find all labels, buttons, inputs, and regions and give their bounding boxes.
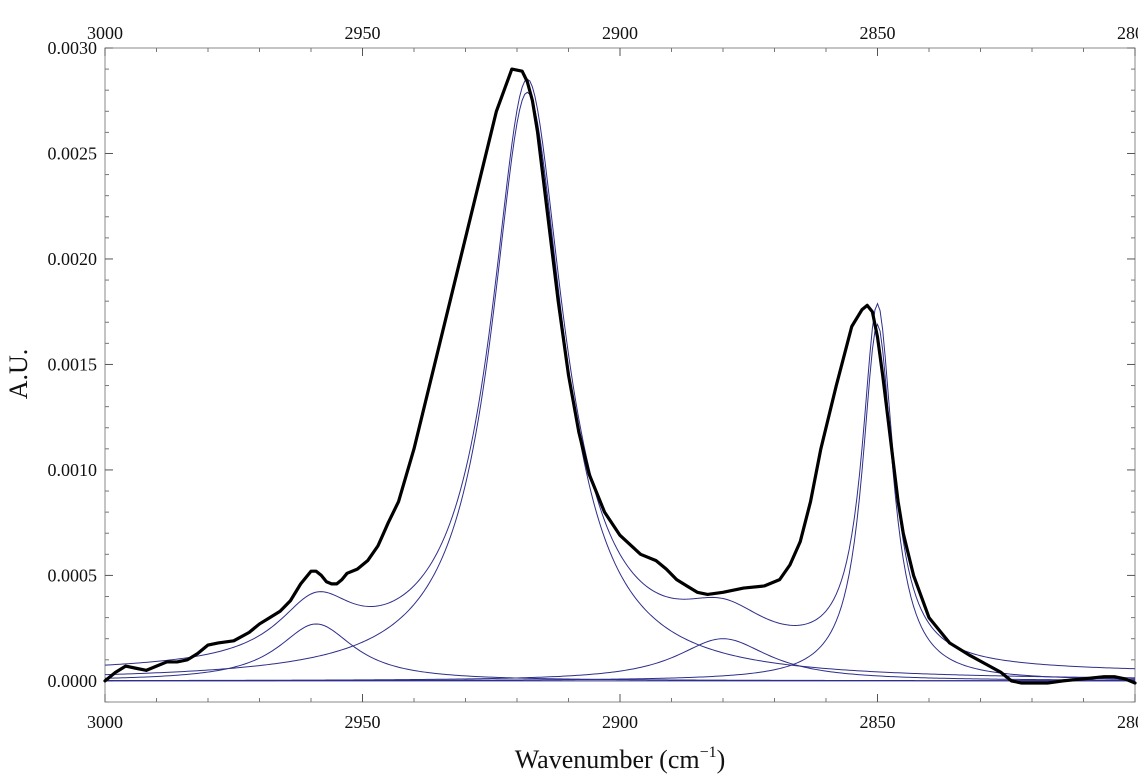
y-tick-label: 0.0000: [48, 671, 98, 691]
measured-series-line: [103, 67, 1137, 685]
y-tick-label: 0.0010: [48, 460, 98, 480]
fit-component-1: [104, 91, 1136, 679]
measured-spectrum: [103, 67, 1137, 685]
x-axis-title: Wavenumber (cm−1): [515, 744, 726, 774]
x-tick-label-bottom: 2800: [1117, 712, 1138, 732]
x-tick-label-top: 2850: [860, 23, 896, 43]
fit-component-2: [105, 322, 1136, 682]
plot-frame: [104, 47, 1136, 703]
y-tick-label: 0.0030: [48, 38, 98, 58]
x-tick-label-top: 2800: [1117, 23, 1138, 43]
x-tick-label-top: 3000: [87, 23, 123, 43]
x-tick-label-bottom: 2950: [345, 712, 381, 732]
x-tick-label-bottom: 3000: [87, 712, 123, 732]
x-axis-title-close: ): [717, 745, 726, 774]
fit-component-4: [105, 638, 1136, 682]
fit-components: [104, 78, 1136, 682]
y-tick-label: 0.0020: [48, 249, 98, 269]
x-axis-title-superscript: −1: [700, 744, 717, 761]
x-tick-label-top: 2950: [345, 23, 381, 43]
x-tick-label-bottom: 2850: [860, 712, 896, 732]
x-tick-label-bottom: 2900: [602, 712, 638, 732]
y-axis-title: A.U.: [4, 349, 33, 400]
y-tick-label: 0.0015: [48, 354, 98, 374]
fit-component-3: [104, 623, 1135, 682]
y-tick-label: 0.0025: [48, 143, 98, 163]
y-tick-label: 0.0005: [48, 565, 98, 585]
x-tick-label-top: 2900: [602, 23, 638, 43]
ticks-layer: 3000 3000 2950 2950 2900 2900 2850 2850 2800 2800…: [48, 23, 1138, 732]
x-axis-title-main: Wavenumber (cm: [515, 745, 700, 774]
fit-envelope: [104, 78, 1136, 670]
